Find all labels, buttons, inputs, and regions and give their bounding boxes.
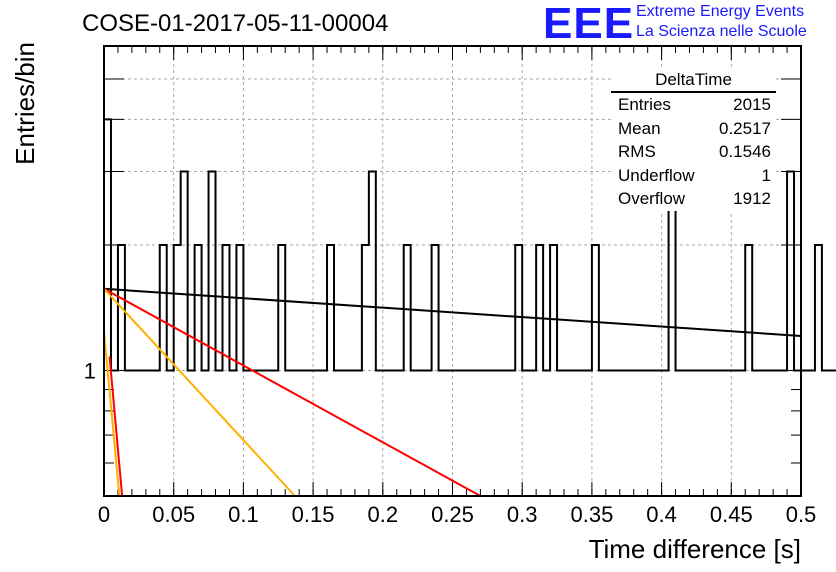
fit-lines <box>103 287 802 497</box>
stats-title: DeltaTime <box>611 70 776 93</box>
stats-box: DeltaTime Entries 2015 Mean 0.2517 RMS 0… <box>611 70 776 211</box>
fit-line <box>103 331 121 497</box>
stats-value: 2015 <box>733 95 771 114</box>
y-tick-labels: 1 <box>84 358 96 383</box>
plot-frame <box>103 45 802 497</box>
fit-line <box>103 287 802 337</box>
histogram-outline <box>103 118 836 496</box>
fit-line <box>108 356 124 497</box>
stats-row-underflow: Underflow 1 <box>611 164 776 188</box>
x-tick-label: 0.1 <box>228 502 259 527</box>
stats-label: Mean <box>618 118 661 138</box>
stats-row-entries: Entries 2015 <box>611 93 776 117</box>
x-tick-label: 0.3 <box>507 502 538 527</box>
stats-label: Entries <box>618 95 671 114</box>
fit-line <box>103 287 481 497</box>
stats-value: 0.1546 <box>719 142 771 161</box>
logo-subtitle-1: Extreme Energy Events <box>636 3 805 20</box>
stats-label: Underflow <box>618 165 695 185</box>
stats-label: RMS <box>618 142 656 161</box>
x-tick-label: 0.05 <box>152 502 195 527</box>
x-tick-label: 0.2 <box>368 502 399 527</box>
x-tick-label: 0.35 <box>570 502 613 527</box>
x-tick-labels: 0 0.05 0.1 0.15 0.2 0.25 0.3 0.35 0.4 0.45 0.5 <box>98 502 816 527</box>
stats-row-mean: Mean 0.2517 <box>611 117 776 141</box>
run-title: COSE-01-2017-05-11-00004 <box>82 10 389 37</box>
x-tick-label: 0.4 <box>646 502 677 527</box>
stats-value: 1 <box>761 165 771 185</box>
stats-row-overflow: Overflow 1912 <box>611 187 776 211</box>
stats-row-rms: RMS 0.1546 <box>611 140 776 164</box>
x-tick-label: 0.25 <box>431 502 474 527</box>
x-tick-label: 0.15 <box>292 502 335 527</box>
fit-line <box>103 288 296 497</box>
stats-label: Overflow <box>618 189 686 208</box>
x-tick-label: 0 <box>98 502 110 527</box>
histogram-series <box>103 118 836 496</box>
x-tick-label: 0.45 <box>710 502 753 527</box>
x-axis-label: Time difference [s] <box>589 534 801 564</box>
y-tick-label: 1 <box>84 358 96 383</box>
y-axis-label: Entries/bin <box>10 42 40 165</box>
stats-value: 0.2517 <box>719 118 771 138</box>
x-tick-label: 0.5 <box>786 502 817 527</box>
stats-value: 1912 <box>733 189 771 208</box>
logo-subtitle-2: La Scienza nelle Scuole <box>636 23 807 40</box>
eee-logo: EEE <box>543 0 635 48</box>
